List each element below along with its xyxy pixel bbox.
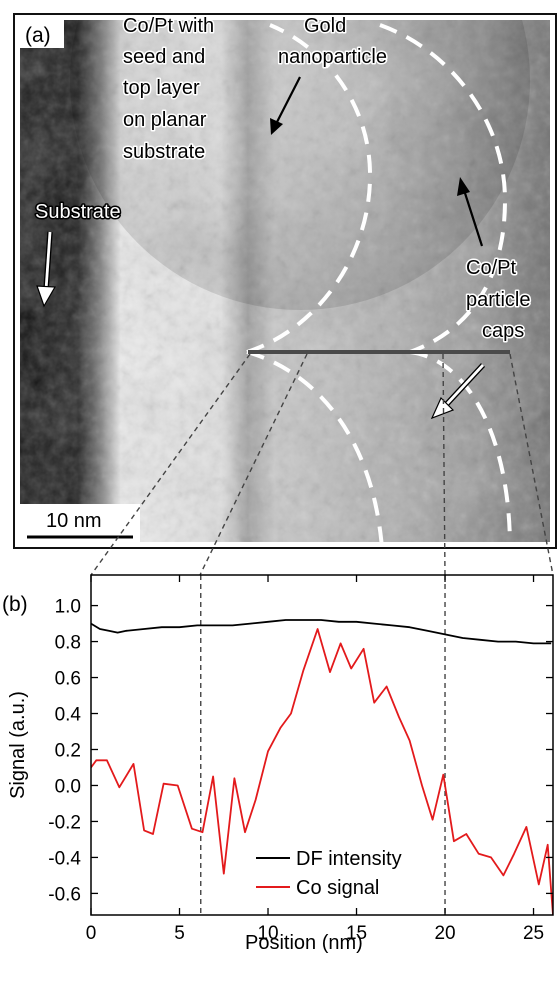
y-tick-label: 0.2 (55, 740, 81, 761)
x-axis-label: Position (nm) (245, 932, 363, 954)
co-signal-line (91, 628, 553, 915)
annotation-caps: Co/Pt particle caps (465, 256, 532, 344)
panel-a: (a) Co/Pt with seed and top layer on pla… (13, 13, 557, 549)
annotation-substrate: Substrate (35, 201, 121, 223)
panel-b: (b) 0 5 10 15 20 25 -0.6 -0.4 -0.2 0.0 0.2 0.4 0.6 0.… (2, 574, 554, 954)
caps-arrow-upper (457, 177, 484, 247)
annotation-gold-nanoparticle: Gold nanoparticle (277, 14, 389, 70)
scale-bar: 10 nm (20, 504, 140, 542)
x-tick-label: 5 (174, 923, 185, 944)
copt-film-line-1: Co/Pt with (123, 15, 214, 37)
copt-film-line-2: seed and (123, 46, 205, 68)
plot-frame (90, 574, 554, 916)
legend-label-co: Co signal (296, 877, 379, 899)
scale-bar-label: 10 nm (46, 510, 102, 532)
y-tick-label: -0.4 (48, 848, 81, 869)
particle-outline-upper-inner (246, 23, 373, 354)
caps-arrow-lower (430, 363, 486, 420)
zoom-connectors (90, 353, 554, 576)
x-tick-label: 10 (257, 923, 278, 944)
image-outer-frame (13, 13, 557, 549)
connector-left (90, 353, 251, 576)
panel-a-label-box (20, 20, 64, 48)
y-tick-label: 0.8 (55, 633, 81, 654)
y-axis-label: Signal (a.u.) (7, 691, 29, 799)
x-tick-label: 25 (523, 923, 544, 944)
particle-outline-lower-inner (246, 350, 384, 542)
panel-a-label: (a) (25, 24, 51, 47)
caps-line-1: Co/Pt (466, 257, 516, 279)
plot-area (91, 575, 553, 915)
particle-outline-upper-outer (379, 23, 508, 354)
panel-b-label: (b) (2, 593, 28, 616)
y-tick-label: -0.2 (48, 812, 81, 833)
y-tick-label: 1.0 (55, 597, 81, 618)
copt-film-line-3: top layer (123, 77, 200, 99)
gold-line-2: nanoparticle (278, 46, 387, 68)
plot-axes: 0 5 10 15 20 25 -0.6 -0.4 -0.2 0.0 0.2 0.4 0.6 0.8 1.0 (48, 575, 553, 944)
x-tick-label: 20 (434, 923, 455, 944)
df-intensity-line (91, 619, 552, 645)
gold-line-1: Gold (304, 15, 346, 37)
copt-film-line-5: substrate (123, 141, 205, 163)
particle-outline-lower-outer (409, 350, 512, 542)
connector-vline-1 (199, 353, 308, 576)
copt-film-line-4: on planar (123, 109, 207, 131)
caps-line-2: particle (466, 289, 530, 311)
gold-arrow (270, 76, 301, 135)
connector-vline-2 (442, 353, 446, 576)
annotation-copt-film: Co/Pt with seed and top layer on planar … (122, 14, 216, 165)
y-tick-label: 0.0 (55, 776, 81, 797)
tem-image (20, 20, 550, 542)
y-tick-label: 0.4 (55, 705, 82, 726)
legend-label-df: DF intensity (296, 848, 402, 870)
y-tick-label: 0.6 (55, 669, 81, 690)
x-tick-label: 15 (346, 923, 367, 944)
x-tick-label: 0 (86, 923, 97, 944)
caps-line-3: caps (482, 320, 524, 342)
substrate-arrow (36, 231, 57, 308)
legend: DF intensity Co signal (256, 848, 402, 899)
y-tick-label: -0.6 (48, 884, 81, 905)
connector-right (509, 353, 554, 576)
